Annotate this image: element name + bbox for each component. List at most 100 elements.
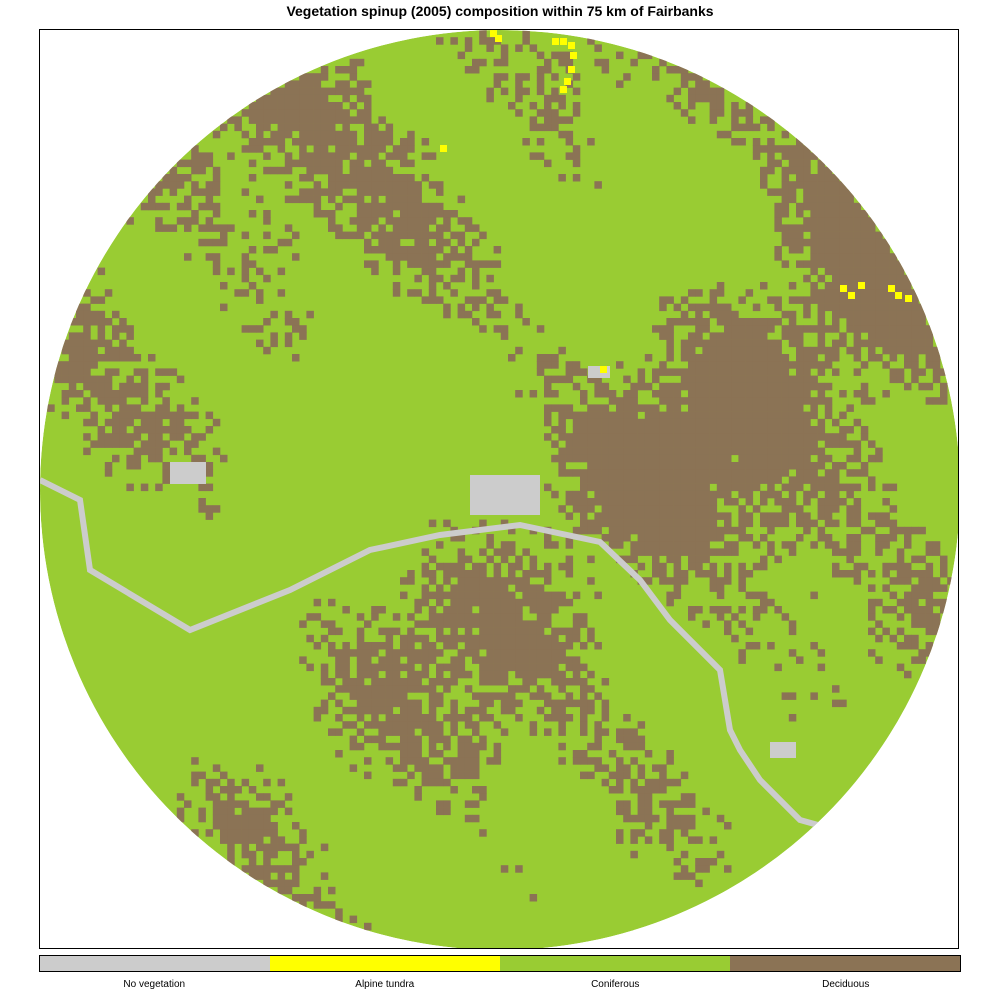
deciduous-cell bbox=[493, 80, 502, 88]
deciduous-cell bbox=[623, 490, 631, 499]
deciduous-cell bbox=[896, 274, 905, 283]
alpine-tundra-cell bbox=[564, 78, 571, 85]
deciduous-cell bbox=[788, 375, 797, 384]
deciduous-cell bbox=[630, 555, 638, 564]
deciduous-cell bbox=[328, 224, 336, 232]
deciduous-cell bbox=[788, 145, 797, 153]
deciduous-cell bbox=[824, 246, 833, 254]
deciduous-cell bbox=[745, 289, 754, 297]
deciduous-cell bbox=[436, 296, 444, 304]
deciduous-cell bbox=[472, 786, 480, 794]
deciduous-cell bbox=[356, 94, 365, 103]
deciduous-cell bbox=[716, 109, 725, 117]
deciduous-cell bbox=[277, 116, 286, 124]
deciduous-cell bbox=[896, 663, 905, 672]
deciduous-cell bbox=[745, 325, 754, 333]
deciduous-cell bbox=[745, 397, 754, 405]
deciduous-cell bbox=[868, 397, 876, 405]
deciduous-cell bbox=[536, 663, 545, 672]
deciduous-cell bbox=[803, 397, 811, 405]
deciduous-cell bbox=[198, 498, 206, 506]
deciduous-cell bbox=[349, 649, 358, 657]
deciduous-cell bbox=[666, 66, 674, 74]
deciduous-cell bbox=[803, 375, 811, 384]
deciduous-cell bbox=[932, 620, 941, 628]
deciduous-cell bbox=[817, 332, 826, 340]
deciduous-cell bbox=[839, 224, 847, 232]
deciduous-cell bbox=[911, 613, 919, 621]
deciduous-cell bbox=[580, 390, 588, 398]
deciduous-cell bbox=[61, 339, 70, 348]
deciduous-cell bbox=[198, 505, 206, 513]
deciduous-cell bbox=[450, 642, 458, 650]
deciduous-cell bbox=[421, 138, 430, 146]
deciduous-cell bbox=[580, 750, 588, 758]
deciduous-cell bbox=[133, 447, 142, 456]
deciduous-cell bbox=[292, 879, 300, 888]
deciduous-cell bbox=[227, 843, 235, 852]
deciduous-cell bbox=[284, 310, 293, 319]
deciduous-cell bbox=[796, 181, 804, 189]
deciduous-cell bbox=[184, 174, 192, 182]
deciduous-cell bbox=[594, 692, 602, 700]
deciduous-cell bbox=[803, 490, 811, 499]
deciduous-cell bbox=[76, 404, 84, 412]
deciduous-cell bbox=[522, 663, 530, 672]
deciduous-cell bbox=[716, 130, 725, 139]
deciduous-cell bbox=[781, 145, 790, 153]
deciduous-cell bbox=[486, 274, 494, 283]
deciduous-cell bbox=[594, 490, 602, 499]
deciduous-cell bbox=[774, 217, 782, 225]
deciduous-cell bbox=[378, 224, 386, 232]
deciduous-cell bbox=[328, 728, 336, 736]
deciduous-cell bbox=[788, 339, 797, 348]
deciduous-cell bbox=[644, 476, 653, 484]
deciduous-cell bbox=[400, 692, 408, 700]
deciduous-cell bbox=[716, 476, 725, 484]
deciduous-cell bbox=[335, 670, 343, 679]
deciduous-cell bbox=[932, 577, 941, 585]
deciduous-cell bbox=[817, 303, 826, 312]
deciduous-cell bbox=[868, 274, 876, 283]
deciduous-cell bbox=[428, 656, 437, 664]
deciduous-cell bbox=[738, 339, 746, 348]
deciduous-cell bbox=[191, 145, 199, 153]
deciduous-cell bbox=[875, 598, 883, 607]
deciduous-cell bbox=[860, 274, 869, 283]
deciduous-cell bbox=[529, 642, 538, 650]
deciduous-cell bbox=[608, 526, 617, 535]
deciduous-cell bbox=[644, 800, 653, 808]
deciduous-cell bbox=[580, 728, 588, 736]
deciduous-cell bbox=[760, 440, 768, 448]
deciduous-cell bbox=[853, 440, 862, 448]
deciduous-cell bbox=[824, 397, 833, 405]
deciduous-cell bbox=[551, 404, 559, 412]
deciduous-cell bbox=[176, 426, 185, 434]
deciduous-cell bbox=[673, 562, 682, 571]
deciduous-cell bbox=[479, 584, 487, 592]
deciduous-cell bbox=[601, 476, 610, 484]
deciduous-cell bbox=[846, 483, 854, 492]
deciduous-cell bbox=[832, 339, 840, 348]
deciduous-cell bbox=[313, 886, 322, 895]
deciduous-cell bbox=[263, 850, 271, 859]
deciduous-cell bbox=[306, 123, 314, 132]
deciduous-cell bbox=[846, 519, 854, 528]
deciduous-cell bbox=[54, 368, 62, 376]
deciduous-cell bbox=[853, 548, 862, 556]
deciduous-cell bbox=[680, 66, 689, 74]
deciduous-cell bbox=[241, 109, 250, 117]
deciduous-cell bbox=[400, 224, 408, 232]
deciduous-cell bbox=[752, 123, 761, 132]
deciduous-cell bbox=[788, 498, 797, 506]
deciduous-cell bbox=[724, 548, 732, 556]
deciduous-cell bbox=[443, 685, 451, 693]
deciduous-cell bbox=[594, 526, 602, 535]
deciduous-cell bbox=[256, 138, 264, 146]
deciduous-cell bbox=[702, 505, 710, 513]
deciduous-cell bbox=[673, 318, 682, 326]
deciduous-cell bbox=[781, 469, 790, 477]
deciduous-cell bbox=[493, 310, 502, 319]
deciduous-cell bbox=[551, 73, 559, 81]
deciduous-cell bbox=[529, 102, 538, 110]
